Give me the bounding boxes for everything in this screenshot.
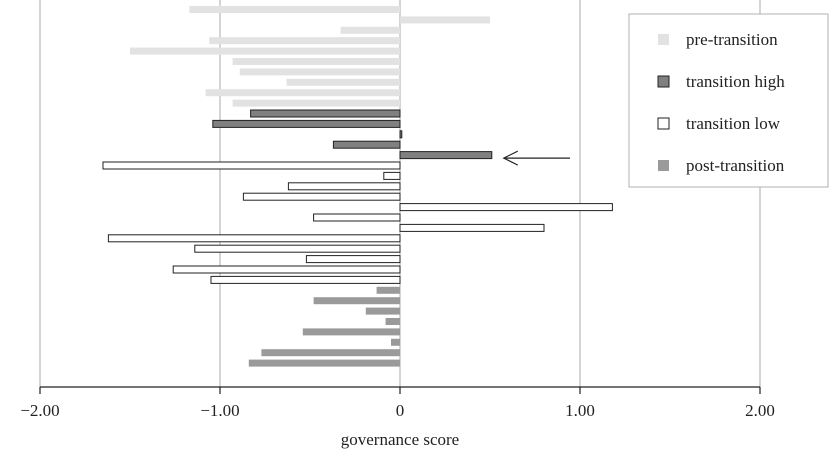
bar-post-transition-4 bbox=[302, 328, 400, 336]
legend-swatch-transition-low bbox=[657, 117, 670, 130]
bar-transition-low-8 bbox=[194, 244, 401, 253]
bar-transition-low-7 bbox=[107, 234, 401, 243]
bars bbox=[102, 6, 613, 367]
bar-transition-high-1 bbox=[212, 119, 401, 128]
bar-transition-low-3 bbox=[242, 192, 401, 201]
arrow-head bbox=[502, 150, 519, 166]
bar-transition-low-10 bbox=[172, 265, 401, 274]
bar-pre-transition-8 bbox=[205, 89, 400, 97]
bar-post-transition-6 bbox=[261, 349, 400, 357]
bar-transition-low-1 bbox=[383, 171, 401, 180]
bar-pre-transition-7 bbox=[286, 78, 400, 86]
bar-post-transition-3 bbox=[385, 318, 400, 325]
bar-transition-high-4 bbox=[399, 151, 493, 160]
bar-pre-transition-2 bbox=[340, 26, 400, 34]
legend: pre-transition transition high transition … bbox=[628, 13, 829, 188]
legend-label-post-transition: post-transition bbox=[686, 156, 785, 175]
bar-transition-low-5 bbox=[313, 213, 401, 222]
bar-transition-high-2 bbox=[399, 130, 403, 139]
bar-transition-high-0 bbox=[250, 109, 401, 118]
bar-pre-transition-9 bbox=[232, 99, 400, 107]
bar-transition-high-3 bbox=[332, 140, 401, 149]
bar-transition-low-4 bbox=[399, 203, 613, 212]
bar-pre-transition-1 bbox=[400, 16, 490, 24]
legend-label-pre-transition: pre-transition bbox=[686, 30, 778, 49]
bar-transition-low-0 bbox=[102, 161, 401, 170]
bar-transition-low-2 bbox=[287, 182, 401, 191]
x-axis: −2.00 −1.00 0 1.00 2.00 bbox=[20, 386, 775, 420]
bar-pre-transition-3 bbox=[209, 37, 400, 45]
bar-pre-transition-5 bbox=[232, 58, 400, 65]
legend-swatch-pre-transition bbox=[658, 34, 669, 45]
bar-pre-transition-4 bbox=[130, 47, 400, 55]
legend-label-transition-high: transition high bbox=[686, 72, 785, 91]
annotations bbox=[502, 150, 570, 166]
bar-post-transition-1 bbox=[313, 297, 400, 305]
bar-pre-transition-0 bbox=[189, 6, 400, 13]
x-tick-label-1: −1.00 bbox=[200, 401, 239, 420]
bar-transition-low-6 bbox=[399, 223, 545, 232]
legend-swatch-post-transition bbox=[658, 160, 669, 171]
x-tick-label-2: 0 bbox=[396, 401, 405, 420]
x-tick-label-0: −2.00 bbox=[20, 401, 59, 420]
bar-post-transition-0 bbox=[376, 286, 400, 294]
x-tick-label-3: 1.00 bbox=[565, 401, 595, 420]
legend-swatch-transition-high bbox=[657, 75, 670, 88]
bar-transition-low-9 bbox=[305, 255, 401, 264]
bar-post-transition-7 bbox=[248, 359, 400, 367]
bar-post-transition-5 bbox=[391, 338, 400, 346]
bar-transition-low-11 bbox=[210, 275, 401, 284]
x-axis-title: governance score bbox=[341, 430, 459, 449]
legend-label-transition-low: transition low bbox=[686, 114, 781, 133]
bar-pre-transition-6 bbox=[239, 68, 400, 76]
bar-post-transition-2 bbox=[365, 307, 400, 315]
x-tick-label-4: 2.00 bbox=[745, 401, 775, 420]
